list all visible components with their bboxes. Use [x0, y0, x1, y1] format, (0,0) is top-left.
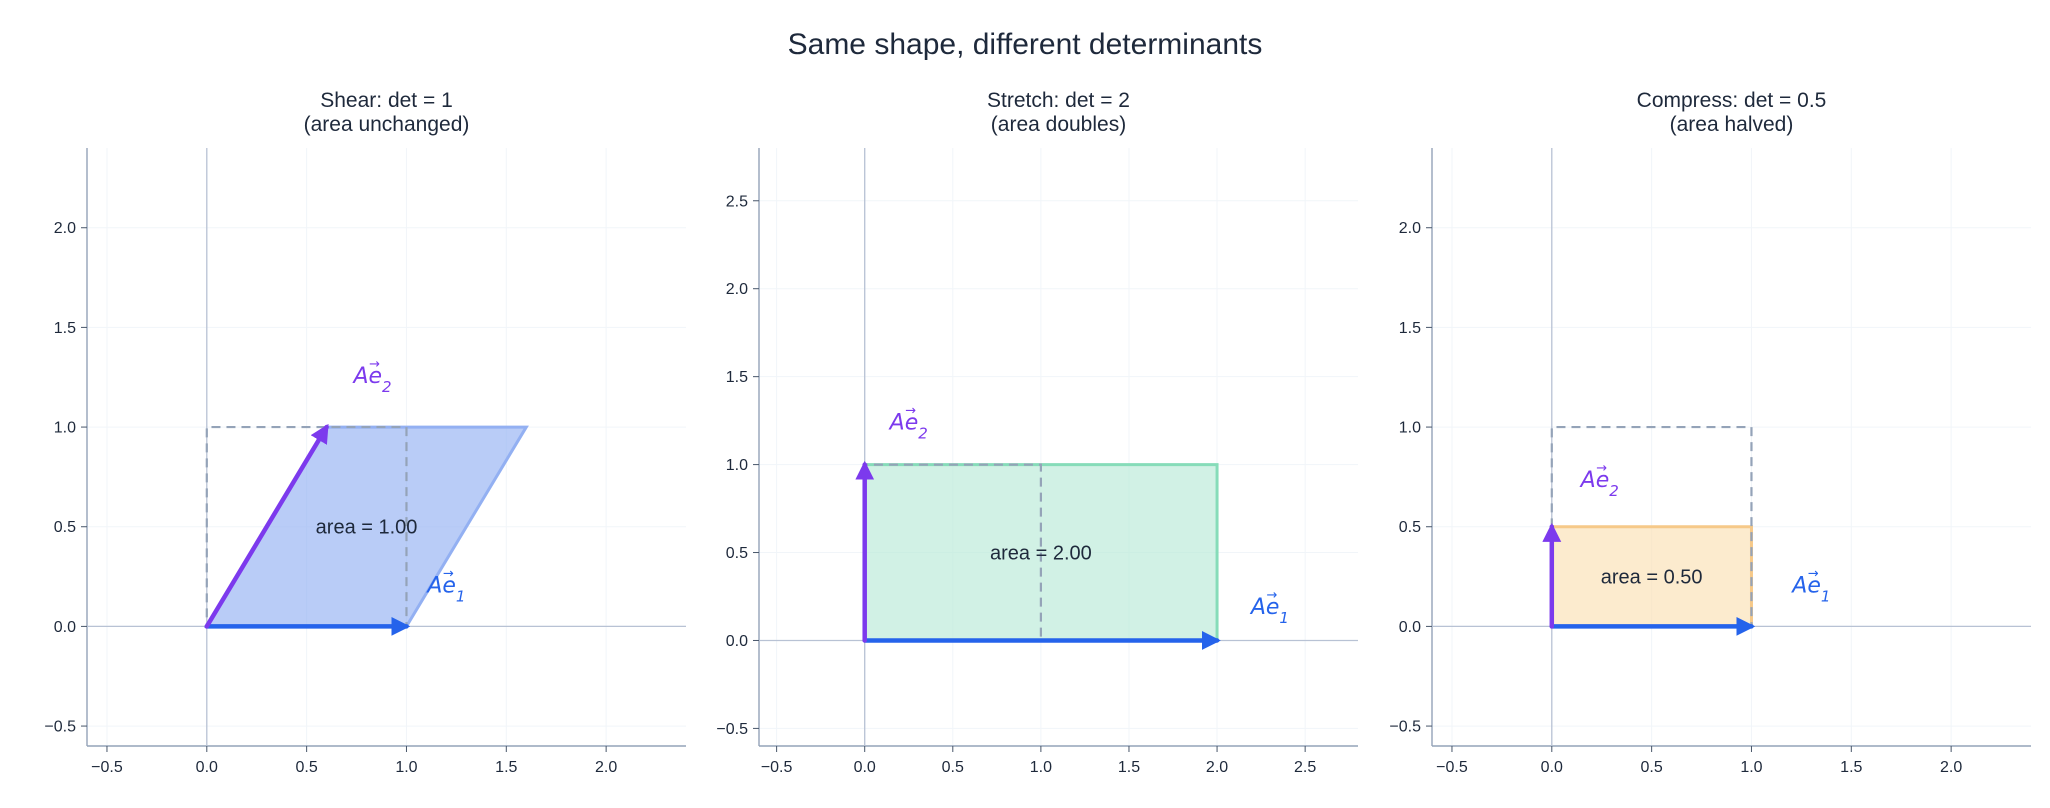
y-tick-label: 2.0 [726, 281, 748, 298]
area-label: area = 0.50 [1601, 567, 1703, 589]
x-tick-label: 1.5 [495, 759, 517, 776]
y-tick-label: −0.5 [1389, 719, 1421, 736]
panel-3: Compress: det = 0.5(area halved) −0.5 0.0 0… [1389, 89, 2031, 776]
y-tick-label: 1.5 [726, 369, 748, 386]
x-tick-label: 1.0 [395, 759, 417, 776]
unit-square [205, 425, 408, 628]
x-tick-label: 2.0 [1940, 759, 1962, 776]
vector-ae2 [204, 423, 329, 629]
x-tick-label: 1.5 [1118, 759, 1140, 776]
x-tick-label: 1.0 [1740, 759, 1762, 776]
vector-label-ae1: Ae1 [425, 574, 465, 606]
y-tick-label: 0.0 [1399, 619, 1421, 636]
y-tick-label: 1.5 [54, 320, 76, 337]
y-tick-label: 2.5 [726, 193, 748, 210]
vector-hat: → [1266, 588, 1277, 603]
panel-2: Stretch: det = 2(area doubles) −0.5 0.0 0.5… [716, 89, 1358, 776]
vector-label-ae1: Ae1 [1249, 595, 1289, 627]
vector-hat: → [905, 403, 916, 418]
x-tick-label: −0.5 [1436, 759, 1468, 776]
vector-label-ae2: Ae2 [1579, 468, 1619, 500]
x-tick-label: −0.5 [91, 759, 123, 776]
x-tick-label: 0.5 [942, 759, 964, 776]
area-label: area = 1.00 [316, 517, 418, 539]
panel-title: Compress: det = 0.5 [1637, 89, 1827, 112]
x-tick-label: 0.5 [1641, 759, 1663, 776]
y-tick-label: 1.5 [1399, 320, 1421, 337]
vector-label-ae2: Ae2 [351, 364, 391, 396]
vector-label-ae1: Ae1 [1790, 574, 1830, 606]
x-tick-label: 2.0 [1206, 759, 1228, 776]
vector-hat: → [1808, 567, 1819, 582]
y-tick-label: 1.0 [726, 457, 748, 474]
y-tick-label: 0.0 [726, 633, 748, 650]
area-label: area = 2.00 [990, 543, 1092, 565]
panel-title: Shear: det = 1 [320, 89, 453, 112]
figure-title: Same shape, different determinants [787, 28, 1263, 61]
y-tick-label: 0.5 [54, 519, 76, 536]
vector-hat: → [369, 357, 380, 372]
y-tick-label: −0.5 [44, 719, 76, 736]
panel-1: Shear: det = 1(area unchanged) −0.5 0.0 0.5… [44, 89, 686, 776]
panel-subtitle: (area unchanged) [304, 113, 470, 136]
x-tick-label: −0.5 [761, 759, 793, 776]
panel-title: Stretch: det = 2 [987, 89, 1130, 112]
y-tick-label: 1.0 [1399, 420, 1421, 437]
panel-subtitle: (area doubles) [991, 113, 1126, 136]
x-tick-label: 0.5 [296, 759, 318, 776]
x-tick-label: 2.5 [1294, 759, 1316, 776]
y-tick-label: 2.0 [1399, 220, 1421, 237]
vector-hat: → [443, 567, 454, 582]
vector-hat: → [1596, 461, 1607, 476]
y-tick-label: 0.5 [1399, 519, 1421, 536]
panel-subtitle: (area halved) [1670, 113, 1794, 136]
x-tick-label: 1.5 [1840, 759, 1862, 776]
y-tick-label: 0.0 [54, 619, 76, 636]
y-tick-label: 2.0 [54, 220, 76, 237]
x-tick-label: 0.0 [1541, 759, 1563, 776]
x-tick-label: 0.0 [196, 759, 218, 776]
y-tick-label: 0.5 [726, 545, 748, 562]
unit-square [1550, 425, 1753, 628]
y-tick-label: 1.0 [54, 420, 76, 437]
x-tick-label: 1.0 [1030, 759, 1052, 776]
x-tick-label: 2.0 [595, 759, 617, 776]
x-tick-label: 0.0 [854, 759, 876, 776]
y-tick-label: −0.5 [716, 721, 748, 738]
vector-label-ae2: Ae2 [888, 410, 928, 442]
